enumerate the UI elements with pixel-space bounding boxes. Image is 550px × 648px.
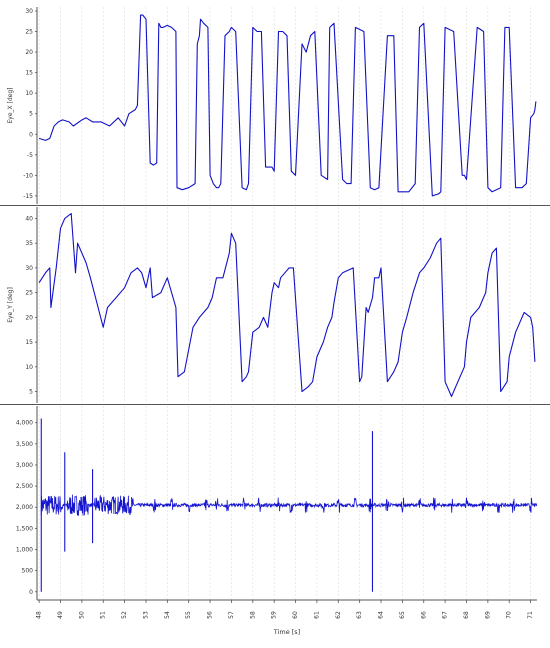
x-tick-label: 50	[78, 611, 85, 619]
eye-y-panel: 5 10 15 20 25 30 35 40 Eye_Y [deg]	[7, 207, 536, 403]
y-tick-label: 1,500	[16, 525, 33, 532]
x-tick-label: 53	[142, 611, 149, 619]
x-tick-label: 62	[335, 611, 342, 619]
x-tick-label: 56	[207, 611, 214, 619]
x-tick-label: 54	[164, 611, 171, 619]
series-line	[38, 14, 537, 197]
y-tick-label: 30	[25, 265, 33, 272]
x-axis: 48 49 50 51 52 53 54 55 56 57 58 59 60 61 62 63 64 65 66 67…	[36, 600, 534, 636]
y-axis-label: Eye_Y [deg]	[7, 287, 14, 323]
series-line	[38, 212, 536, 398]
y-tick-label: 40	[25, 215, 33, 222]
y-tick-label: -5	[27, 152, 33, 159]
y-tick-label: 3,500	[16, 441, 33, 448]
x-tick-label: 48	[36, 611, 43, 619]
y-tick-label: 2,000	[16, 504, 33, 511]
x-tick-label: 65	[399, 611, 406, 619]
series-line	[40, 494, 538, 516]
x-tick-label: 70	[506, 611, 513, 619]
x-axis-label: Time [s]	[273, 628, 300, 636]
x-tick-label: 52	[121, 611, 128, 619]
y-tick-label: 5	[29, 111, 33, 118]
y-tick-label: 25	[25, 29, 33, 36]
eye-x-panel: -15 -10 -5 0 5 10 15 20 25 30 Eye_X [deg]	[7, 7, 537, 204]
x-tick-label: 68	[463, 611, 470, 619]
x-tick-label: 61	[313, 611, 320, 619]
y-tick-label: 5	[29, 389, 33, 396]
y-tick-label: 0	[29, 589, 33, 596]
y-tick-label: 2,500	[16, 483, 33, 490]
amplitude-panel: 0 500 1,000 1,500 2,000 2,500 3,000 3,500 4,000	[16, 406, 538, 600]
y-tick-label: 500	[22, 568, 34, 575]
y-tick-label: -15	[23, 193, 33, 200]
x-tick-label: 66	[420, 611, 427, 619]
y-tick-label: 10	[25, 364, 33, 371]
y-tick-label: 3,000	[16, 462, 33, 469]
y-tick-label: 0	[29, 131, 33, 138]
x-tick-label: 51	[100, 611, 107, 619]
x-tick-label: 64	[378, 611, 385, 619]
y-tick-label: 20	[25, 49, 33, 56]
y-tick-label: 1,000	[16, 547, 33, 554]
x-tick-label: 55	[185, 611, 192, 619]
y-tick-label: 15	[25, 339, 33, 346]
y-axis-label: Eye_X [deg]	[7, 87, 14, 123]
y-tick-label: 35	[25, 240, 33, 247]
y-tick-label: 4,000	[16, 420, 33, 427]
x-tick-label: 67	[442, 611, 449, 619]
x-tick-label: 63	[356, 611, 363, 619]
x-tick-label: 60	[292, 611, 299, 619]
y-tick-label: 20	[25, 314, 33, 321]
y-tick-label: 25	[25, 290, 33, 297]
x-tick-label: 59	[271, 611, 278, 619]
y-tick-label: 15	[25, 70, 33, 77]
x-tick-label: 71	[527, 611, 534, 619]
x-tick-label: 58	[249, 611, 256, 619]
y-tick-label: 10	[25, 90, 33, 97]
x-tick-label: 49	[57, 611, 64, 619]
y-tick-label: -10	[23, 172, 33, 179]
y-tick-label: 30	[25, 8, 33, 15]
x-tick-label: 57	[228, 611, 235, 619]
x-tick-label: 69	[484, 611, 491, 619]
